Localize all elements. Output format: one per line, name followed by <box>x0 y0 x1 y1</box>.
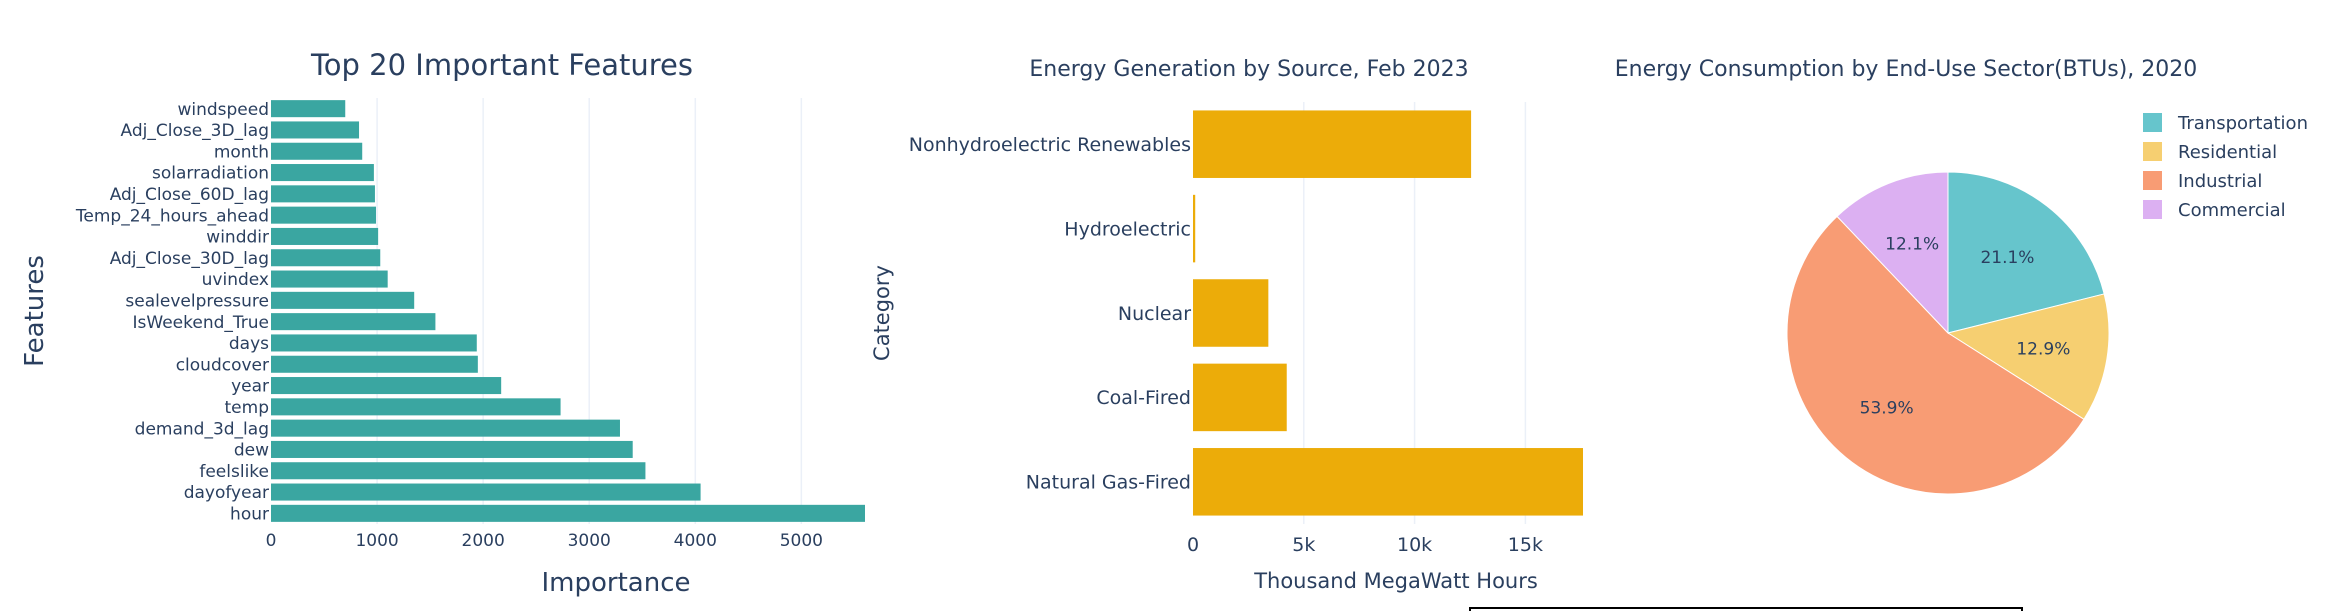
y-tick-label: Natural Gas-Fired <box>1026 472 1191 494</box>
bar-isweekend-true[interactable] <box>271 313 436 331</box>
bar-days[interactable] <box>271 334 477 352</box>
bar-nonhydroelectric-renewables[interactable] <box>1193 110 1472 178</box>
legend-label[interactable]: Industrial <box>2178 171 2262 192</box>
x-tick-label: 0 <box>1187 534 1199 556</box>
y-tick-label: feelslike <box>199 462 269 482</box>
y-tick-label: demand_3d_lag <box>135 419 269 439</box>
chart2-title: Energy Generation by Source, Feb 2023 <box>1029 57 1468 82</box>
bar-dayofyear[interactable] <box>271 483 701 501</box>
x-tick-label: 0 <box>266 531 277 551</box>
x-tick-label: 5000 <box>780 531 823 551</box>
x-tick-label: 10k <box>1397 534 1432 556</box>
y-tick-label: hour <box>230 504 269 524</box>
bar-temp-24-hours-ahead[interactable] <box>271 206 377 224</box>
pie-slice-commercial[interactable] <box>1836 171 1949 335</box>
legend-label[interactable]: Commercial <box>2178 200 2286 221</box>
y-tick-label: year <box>231 377 269 397</box>
bar-sealevelpressure[interactable] <box>271 291 415 309</box>
pie-slice-label: 12.9% <box>2016 339 2070 359</box>
y-tick-label: Adj_Close_3D_lag <box>121 121 270 141</box>
y-tick-label: Coal-Fired <box>1096 387 1191 409</box>
legend-label[interactable]: Transportation <box>2177 113 2308 134</box>
x-tick-label: 15k <box>1508 534 1543 556</box>
y-tick-label: sealevelpressure <box>125 291 269 311</box>
legend-swatch-commercial[interactable] <box>2143 200 2162 219</box>
bar-uvindex[interactable] <box>271 270 388 288</box>
bar-solarradiation[interactable] <box>271 164 374 182</box>
pie-slice-industrial[interactable] <box>1786 215 2085 495</box>
bar-coal-fired[interactable] <box>1193 363 1287 432</box>
y-tick-label: Nuclear <box>1118 303 1191 325</box>
x-tick-label: 5k <box>1292 534 1315 556</box>
bar-windspeed[interactable] <box>271 100 346 118</box>
bar-winddir[interactable] <box>271 227 379 245</box>
x-tick-label: 2000 <box>462 531 505 551</box>
bar-hydroelectric[interactable] <box>1193 194 1196 263</box>
chart2-ylabel: Category <box>870 265 894 361</box>
y-tick-label: dayofyear <box>184 483 269 503</box>
y-tick-label: winddir <box>206 228 269 248</box>
legend-swatch-industrial[interactable] <box>2143 171 2162 190</box>
y-tick-label: Nonhydroelectric Renewables <box>909 134 1191 156</box>
bar-month[interactable] <box>271 142 363 160</box>
chart1-xlabel: Importance <box>542 568 691 598</box>
bar-year[interactable] <box>271 377 502 395</box>
y-tick-label: IsWeekend_True <box>133 313 269 333</box>
x-tick-label: 3000 <box>568 531 611 551</box>
legend-label[interactable]: Residential <box>2178 142 2277 163</box>
legend-swatch-transportation[interactable] <box>2143 113 2162 132</box>
bar-hour[interactable] <box>271 504 865 522</box>
legend-swatch-residential[interactable] <box>2143 142 2162 161</box>
y-tick-label: cloudcover <box>176 355 269 375</box>
bar-temp[interactable] <box>271 398 561 416</box>
pie-slice-transportation[interactable] <box>1947 171 2105 334</box>
bar-dew[interactable] <box>271 440 633 458</box>
pie-slice-label: 12.1% <box>1885 234 1939 254</box>
bar-adj-close-30d-lag[interactable] <box>271 249 381 267</box>
y-tick-label: Hydroelectric <box>1064 218 1191 240</box>
feature-importance-chart: windspeedAdj_Close_3D_lagmonthsolarradia… <box>20 48 865 598</box>
energy-generation-chart: Nonhydroelectric Renewables Hydroelectric… <box>870 57 1583 593</box>
bar-feelslike[interactable] <box>271 462 646 480</box>
pie-slice-label: 21.1% <box>1980 248 2034 268</box>
y-tick-label: temp <box>225 398 269 418</box>
chart2-xlabel: Thousand MegaWatt Hours <box>1253 569 1538 593</box>
y-tick-label: windspeed <box>177 100 269 120</box>
pie-slice-label: 53.9% <box>1860 399 1914 419</box>
y-tick-label: uvindex <box>202 270 269 290</box>
bottom-frame-edge <box>1469 607 2023 611</box>
bar-demand-3d-lag[interactable] <box>271 419 620 437</box>
y-tick-label: month <box>214 142 269 162</box>
bar-adj-close-3d-lag[interactable] <box>271 121 360 139</box>
bar-cloudcover[interactable] <box>271 355 478 373</box>
y-tick-label: dew <box>234 441 269 461</box>
y-tick-label: days <box>229 334 269 354</box>
y-tick-label: Temp_24_hours_ahead <box>75 206 269 226</box>
pie-slice-residential[interactable] <box>1946 293 2110 420</box>
bar-adj-close-60d-lag[interactable] <box>271 185 375 203</box>
bar-natural-gas-fired[interactable] <box>1193 448 1583 516</box>
x-tick-label: 4000 <box>674 531 717 551</box>
y-tick-label: Adj_Close_60D_lag <box>110 185 269 205</box>
chart3-title: Energy Consumption by End-Use Sector(BTU… <box>1615 57 2198 82</box>
x-tick-label: 1000 <box>355 531 398 551</box>
y-tick-label: Adj_Close_30D_lag <box>110 249 269 269</box>
chart1-title: Top 20 Important Features <box>310 48 693 82</box>
y-tick-label: solarradiation <box>152 164 269 184</box>
energy-consumption-pie-chart: 21.1% 12.9% 53.9% 12.1% Transportation Resid… <box>1615 57 2308 495</box>
chart1-ylabel: Features <box>20 255 50 367</box>
bar-nuclear[interactable] <box>1193 279 1269 347</box>
